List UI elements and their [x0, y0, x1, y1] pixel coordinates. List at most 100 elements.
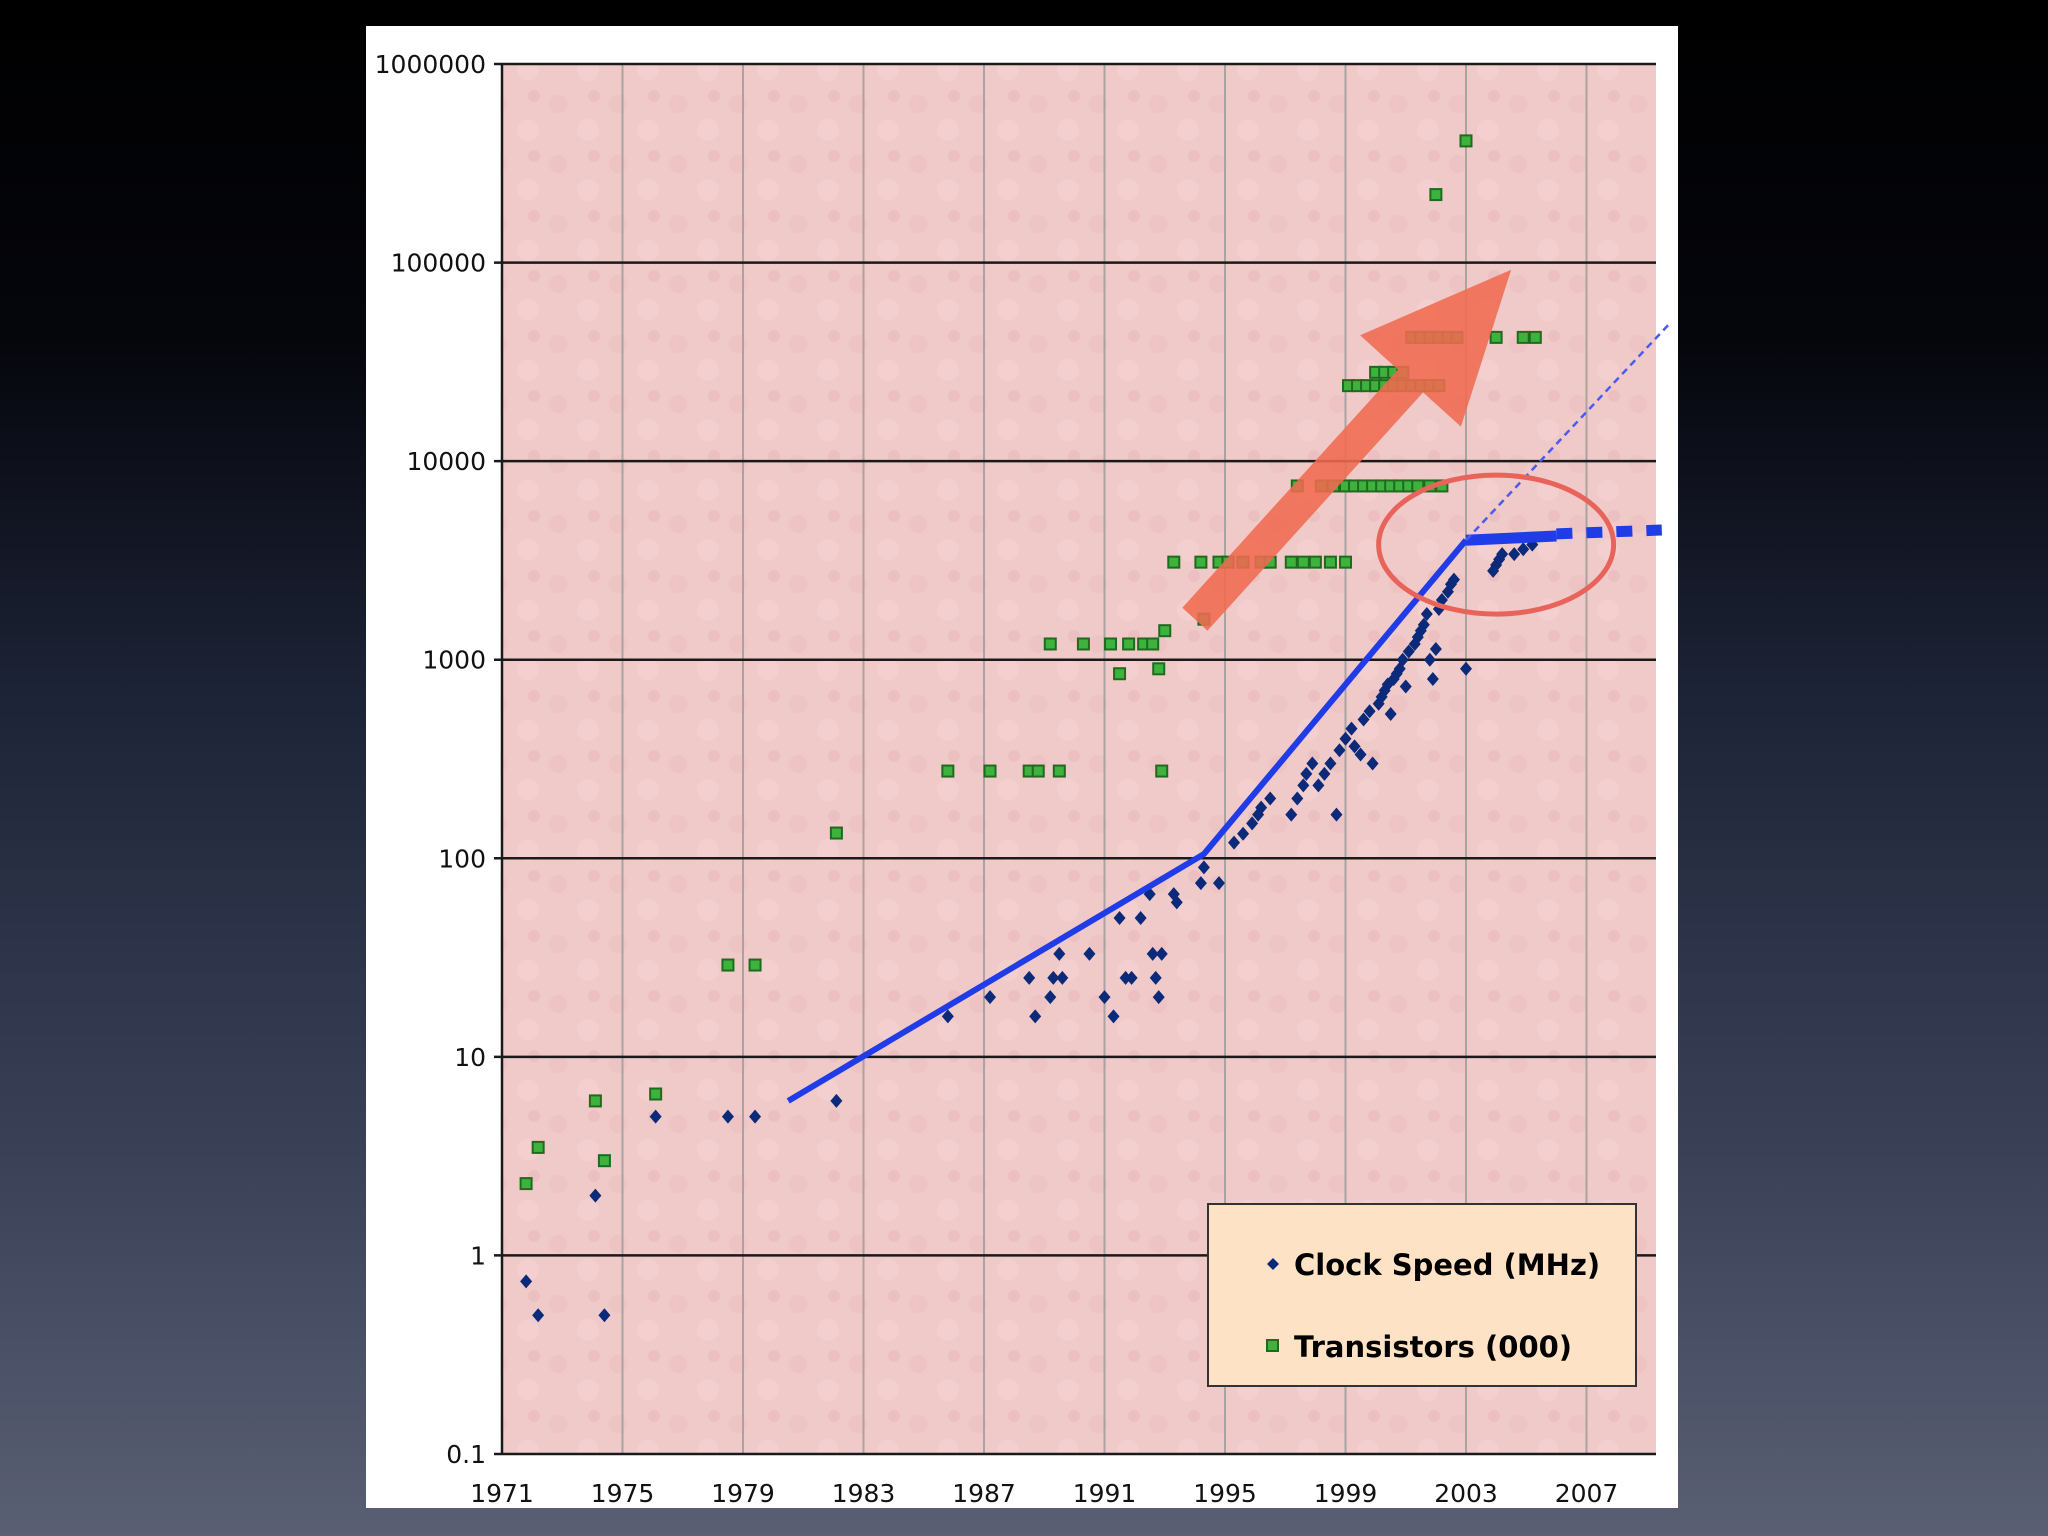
clock-speed-point	[830, 1093, 843, 1108]
transistor-point	[1031, 764, 1045, 778]
clock-speed-point	[1333, 743, 1346, 758]
y-tick-label: 1000	[422, 646, 486, 675]
transistor-point	[519, 1177, 533, 1191]
clock-speed-point	[1429, 641, 1442, 656]
y-tick-label: 100	[438, 844, 486, 873]
transistor-point	[1516, 330, 1530, 344]
clock-speed-point	[1170, 895, 1183, 910]
transistor-point	[1113, 667, 1127, 681]
clock-speed-point	[589, 1188, 602, 1203]
clock-speed-point	[1517, 542, 1530, 557]
transistor-point	[597, 1154, 611, 1168]
transistor-point	[1155, 764, 1169, 778]
clock-speed-point	[598, 1308, 611, 1323]
clock-speed-point	[1402, 644, 1415, 659]
legend-label-transistors: Transistors (000)	[1294, 1330, 1572, 1364]
slide-card: 1971 1975 1979 1983 1987 1991 1995 1999 2003 2007…	[366, 26, 1678, 1508]
transistor-point	[941, 764, 955, 778]
transistor-point	[1284, 555, 1298, 569]
clock-speed-point	[1125, 970, 1138, 985]
clock-speed-point	[1152, 990, 1165, 1005]
x-tick-label: 1971	[470, 1479, 534, 1508]
clock-speed-point	[1237, 826, 1250, 841]
clock-speed-point	[1354, 747, 1367, 762]
transistor-point	[1146, 637, 1160, 651]
clock-speed-point	[1119, 970, 1132, 985]
legend-label-clock-speed: Clock Speed (MHz)	[1294, 1248, 1600, 1282]
clock-speed-point	[1053, 946, 1066, 961]
clock-speed-point	[1384, 706, 1397, 721]
clock-speed-point	[1324, 756, 1337, 771]
clock-speed-point	[1291, 791, 1304, 806]
trend-line	[786, 538, 1469, 1104]
transistor-point	[1429, 188, 1443, 202]
clock-speed-point	[1399, 679, 1412, 694]
clock-speed-point	[1228, 835, 1241, 850]
clock-speed-point	[1197, 860, 1210, 875]
clock-speed-point	[520, 1274, 533, 1289]
y-tick-label: 1	[470, 1241, 486, 1270]
transistor-point	[1043, 637, 1057, 651]
clock-speed-point	[1098, 990, 1111, 1005]
transistor-point	[1323, 555, 1337, 569]
y-tick-label: 0.1	[446, 1440, 486, 1469]
clock-speed-point	[1083, 946, 1096, 961]
transistor-point	[748, 958, 762, 972]
transistor-point	[1122, 637, 1136, 651]
clock-speed-point	[1339, 731, 1352, 746]
clock-speed-point	[649, 1109, 662, 1124]
transistor-point	[829, 826, 843, 840]
clock-speed-point	[1426, 671, 1439, 686]
clock-speed-point	[1194, 876, 1207, 891]
clock-speed-point	[1348, 739, 1361, 754]
x-tick-label: 1999	[1314, 1479, 1378, 1508]
transistor-point	[531, 1140, 545, 1154]
transistor-point	[1052, 764, 1066, 778]
legend-marker-clock-speed	[1267, 1258, 1279, 1270]
x-tick-label: 2003	[1434, 1479, 1498, 1508]
transistor-point	[1308, 555, 1322, 569]
red-arrow	[1182, 269, 1512, 631]
clock-speed-point	[1029, 1009, 1042, 1024]
clock-speed-point	[1047, 970, 1060, 985]
transistor-point	[1528, 330, 1542, 344]
clock-speed-point	[749, 1109, 762, 1124]
axes: 1971 1975 1979 1983 1987 1991 1995 1999 2003 2007…	[375, 50, 1619, 1508]
transistor-point	[1152, 662, 1166, 676]
clock-speed-point	[1363, 704, 1376, 719]
transistor-point	[1339, 555, 1352, 569]
clock-speed-point	[1297, 778, 1310, 793]
clock-speed-point	[1134, 911, 1147, 926]
chart: 1971 1975 1979 1983 1987 1991 1995 1999 2003 2007…	[375, 50, 1672, 1508]
clock-speed-point	[1496, 547, 1509, 562]
clock-speed-point	[1396, 652, 1409, 667]
clock-speed-point	[1417, 617, 1430, 632]
clock-speed-point	[532, 1308, 545, 1323]
trend-line	[1465, 530, 1557, 546]
clock-speed-point	[1330, 807, 1343, 822]
x-tick-label: 1983	[832, 1479, 896, 1508]
transistor-point	[588, 1094, 602, 1108]
clock-speed-point	[1306, 756, 1319, 771]
clock-speed-point	[1318, 766, 1331, 781]
clock-speed-point	[941, 1009, 954, 1024]
clock-speed-point	[1023, 970, 1036, 985]
x-tick-label: 1991	[1073, 1479, 1137, 1508]
transistor-point	[721, 958, 735, 972]
transistor-point	[983, 764, 997, 778]
clock-speed-point	[1107, 1009, 1120, 1024]
y-tick-label: 100000	[391, 249, 486, 278]
transistor-point	[1158, 624, 1172, 638]
legend-box	[1207, 1203, 1637, 1387]
clock-speed-point	[1155, 946, 1168, 961]
transistor-point	[1459, 134, 1473, 148]
clock-speed-point	[1113, 911, 1126, 926]
transistor-point	[1104, 637, 1118, 651]
clock-speed-point	[1366, 756, 1379, 771]
clock-speed-point	[1056, 970, 1069, 985]
x-tick-label: 1979	[711, 1479, 775, 1508]
y-tick-label: 10000	[406, 447, 486, 476]
y-tick-label: 10	[454, 1043, 486, 1072]
x-tick-label: 1995	[1193, 1479, 1257, 1508]
clock-speed-point	[1508, 547, 1521, 562]
